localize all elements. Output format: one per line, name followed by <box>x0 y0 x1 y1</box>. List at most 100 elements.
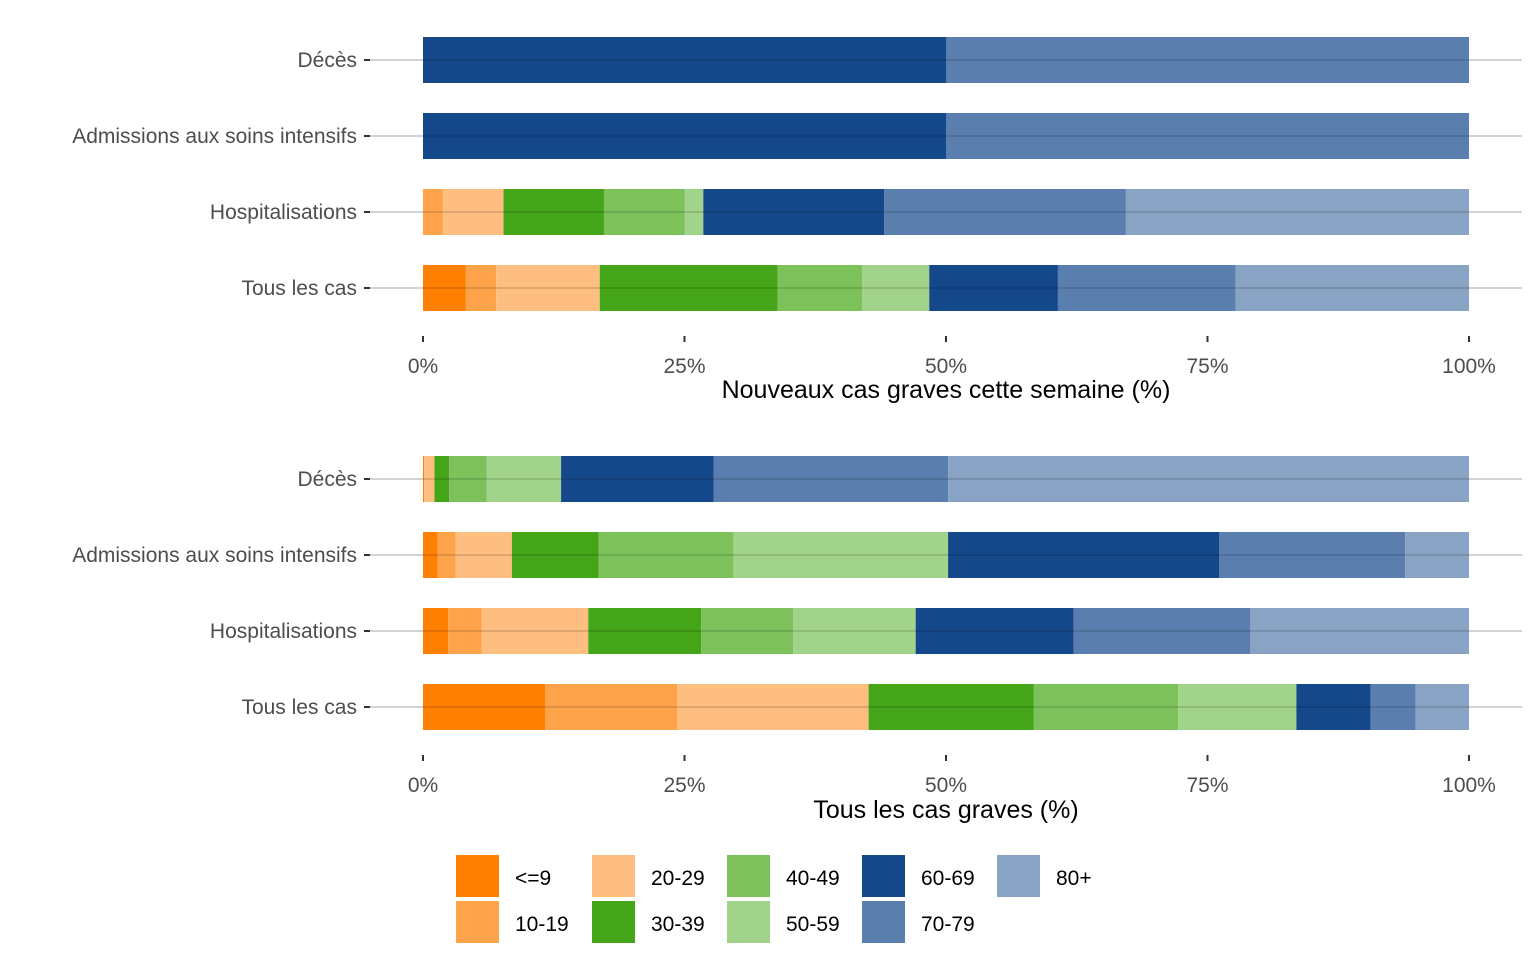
panel-new-severe-cases: Décès Admissions aux soins intensifs Hospi… <box>72 37 1522 404</box>
legend: <=9 10-19 20-29 30-39 40-49 50-59 60-69 70-79 80… <box>456 855 1092 943</box>
legend-item: 70-79 <box>862 901 975 943</box>
bar-segment-10-19 <box>465 265 497 311</box>
bar-segment-40-49 <box>777 265 863 311</box>
x-tick-label: 0% <box>408 774 438 797</box>
bar-segment-70-79 <box>946 113 1469 159</box>
legend-item: 50-59 <box>727 901 840 943</box>
legend-item: <=9 <box>456 855 551 897</box>
panel-all-severe-cases: Décès Admissions aux soins intensifs Hospi… <box>72 456 1522 824</box>
category-label: Décès <box>297 49 357 72</box>
legend-item: 40-49 <box>727 855 840 897</box>
bar-segment-70-79 <box>884 189 1126 235</box>
bar-segment-<=9 <box>423 265 466 311</box>
bar-segment-30-39 <box>599 265 778 311</box>
bar-segment-60-69 <box>561 456 714 502</box>
legend-swatch <box>456 901 499 943</box>
bar-segment-10-19 <box>423 189 443 235</box>
bar-segment-80+ <box>1250 608 1469 654</box>
bar-segment-50-59 <box>684 189 704 235</box>
bar-segment-70-79 <box>1073 608 1251 654</box>
bar-segment-30-39 <box>511 532 599 578</box>
legend-swatch <box>727 855 770 897</box>
legend-label: 60-69 <box>921 867 975 890</box>
bar-segment-50-59 <box>733 532 949 578</box>
bar-segment-60-69 <box>423 113 946 159</box>
legend-swatch <box>456 855 499 897</box>
bar-segment-60-69 <box>915 608 1074 654</box>
category-label: Tous les cas <box>241 277 357 300</box>
bar-segment-80+ <box>1405 532 1469 578</box>
legend-label: 40-49 <box>786 867 840 890</box>
legend-label: <=9 <box>515 867 551 890</box>
legend-item: 80+ <box>997 855 1092 897</box>
x-tick-label: 50% <box>925 355 967 378</box>
x-axis-title: Tous les cas graves (%) <box>813 796 1078 824</box>
legend-label: 80+ <box>1056 867 1092 890</box>
x-tick-label: 0% <box>408 355 438 378</box>
legend-swatch <box>862 901 905 943</box>
bar-segment-60-69 <box>948 532 1220 578</box>
bar-segment-40-49 <box>1033 684 1179 730</box>
legend-label: 10-19 <box>515 913 569 936</box>
bar-segment-10-19 <box>448 608 482 654</box>
bar-segment-20-29 <box>455 532 512 578</box>
category-label: Décès <box>297 468 357 491</box>
bar-segment-80+ <box>1235 265 1469 311</box>
x-tick-label: 75% <box>1186 774 1228 797</box>
x-axis-title: Nouveaux cas graves cette semaine (%) <box>722 376 1171 404</box>
x-tick-label: 50% <box>925 774 967 797</box>
bar-segment-20-29 <box>677 684 869 730</box>
legend-swatch <box>997 855 1040 897</box>
bar-segment-20-29 <box>496 265 600 311</box>
bar-segment-30-39 <box>588 608 702 654</box>
bar-segment-<=9 <box>423 456 425 502</box>
bar-segment-60-69 <box>423 37 946 83</box>
bar-segment-30-39 <box>503 189 604 235</box>
bar-segment-30-39 <box>434 456 450 502</box>
legend-swatch <box>862 855 905 897</box>
bar-segment-50-59 <box>486 456 562 502</box>
category-label: Hospitalisations <box>210 620 357 643</box>
x-tick-label: 75% <box>1186 355 1228 378</box>
legend-swatch <box>592 901 635 943</box>
bar-segment-<=9 <box>423 608 449 654</box>
legend-label: 30-39 <box>651 913 705 936</box>
bar-segment-50-59 <box>1178 684 1297 730</box>
bar-segment-20-29 <box>481 608 589 654</box>
legend-label: 50-59 <box>786 913 840 936</box>
bar-segment-10-19 <box>545 684 678 730</box>
category-label: Tous les cas <box>241 696 357 719</box>
legend-swatch <box>727 901 770 943</box>
category-label: Hospitalisations <box>210 201 357 224</box>
legend-item: 20-29 <box>592 855 705 897</box>
category-label: Admissions aux soins intensifs <box>72 125 357 148</box>
x-tick-label: 25% <box>663 355 705 378</box>
legend-swatch <box>592 855 635 897</box>
bar-segment-70-79 <box>1219 532 1406 578</box>
x-tick-label: 25% <box>663 774 705 797</box>
bar-segment-20-29 <box>442 189 504 235</box>
legend-label: 70-79 <box>921 913 975 936</box>
bar-segment-10-19 <box>437 532 456 578</box>
bar-segment-50-59 <box>862 265 930 311</box>
bar-segment-60-69 <box>703 189 885 235</box>
x-tick-label: 100% <box>1442 355 1496 378</box>
legend-item: 10-19 <box>456 901 569 943</box>
bar-segment-70-79 <box>713 456 949 502</box>
legend-label: 20-29 <box>651 867 705 890</box>
bar-segment-50-59 <box>793 608 916 654</box>
x-tick-label: 100% <box>1442 774 1496 797</box>
bar-segment-60-69 <box>929 265 1058 311</box>
bar-segment-<=9 <box>423 532 438 578</box>
bar-segment-80+ <box>1415 684 1469 730</box>
bar-segment-70-79 <box>946 37 1469 83</box>
bar-segment-80+ <box>948 456 1469 502</box>
legend-item: 30-39 <box>592 901 705 943</box>
category-label: Admissions aux soins intensifs <box>72 544 357 567</box>
bar-segment-60-69 <box>1296 684 1371 730</box>
bar-segment-40-49 <box>449 456 487 502</box>
bar-segment-40-49 <box>701 608 794 654</box>
bar-segment-40-49 <box>598 532 734 578</box>
legend-item: 60-69 <box>862 855 975 897</box>
